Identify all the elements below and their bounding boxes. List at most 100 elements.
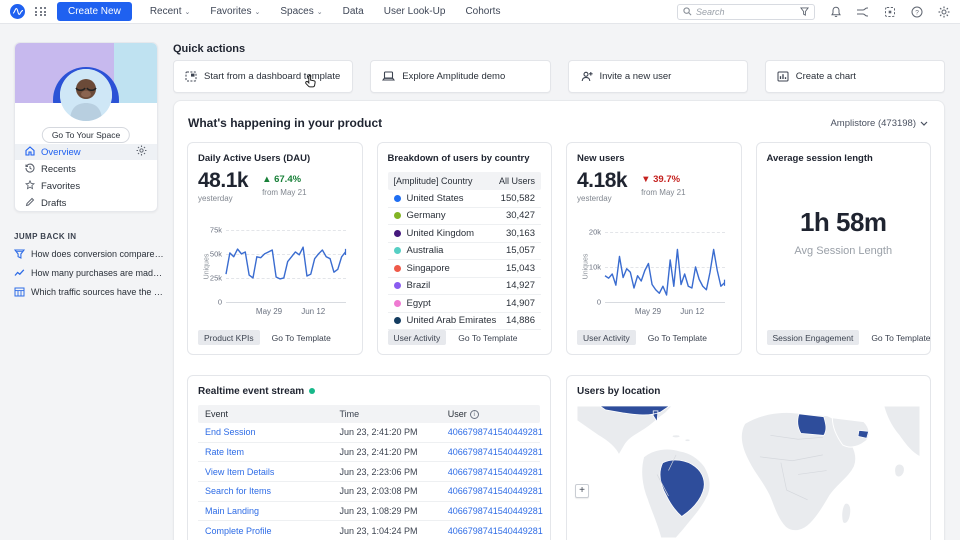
amplitude-logo-icon[interactable] xyxy=(10,4,25,19)
y-tick-label: 0 xyxy=(597,298,601,307)
whats-happening-panel: What's happening in your product Amplist… xyxy=(173,100,945,540)
jump-back-item[interactable]: Which traffic sources have the hi... xyxy=(14,287,164,297)
country-col-header: [Amplitude] Country xyxy=(394,176,473,186)
country-value: 14,927 xyxy=(506,280,535,291)
help-icon[interactable]: ? xyxy=(910,5,923,18)
dau-template-link[interactable]: Go To Template xyxy=(272,333,331,343)
x-tick-label: Jun 12 xyxy=(680,307,704,316)
new-users-template-link[interactable]: Go To Template xyxy=(648,333,707,343)
sidebar-item-favorites[interactable]: Favorites xyxy=(15,178,157,194)
country-template-link[interactable]: Go To Template xyxy=(458,333,517,343)
notifications-icon[interactable] xyxy=(829,5,842,18)
project-selector[interactable]: Amplistore (473198) xyxy=(830,118,928,129)
event-time: Jun 23, 2:41:20 PM xyxy=(339,427,447,437)
event-user-link[interactable]: 4066798741540449281 xyxy=(448,526,533,536)
nav-item-favorites[interactable]: Favorites⌄ xyxy=(210,6,260,17)
country-dot-icon xyxy=(394,317,401,324)
event-link[interactable]: End Session xyxy=(205,427,339,437)
dashboard-template-icon xyxy=(185,71,197,82)
event-link[interactable]: Search for Items xyxy=(205,486,339,496)
event-user-link[interactable]: 4066798741540449281 xyxy=(448,427,533,437)
event-link[interactable]: Complete Profile xyxy=(205,526,339,536)
event-user-link[interactable]: 4066798741540449281 xyxy=(448,447,533,457)
x-axis: May 29Jun 12 xyxy=(226,307,346,319)
avatar[interactable] xyxy=(60,69,112,121)
event-user-link[interactable]: 4066798741540449281 xyxy=(448,506,533,516)
event-link[interactable]: Main Landing xyxy=(205,506,339,516)
nav-item-user-look-up[interactable]: User Look-Up xyxy=(384,6,446,17)
country-row[interactable]: United States150,582 xyxy=(388,190,542,208)
session-badge[interactable]: Session Engagement xyxy=(767,330,860,345)
country-row[interactable]: Germany30,427 xyxy=(388,208,542,226)
info-icon[interactable]: i xyxy=(470,410,479,419)
quick-action-explore-amplitude-demo[interactable]: Explore Amplitude demo xyxy=(370,60,550,93)
apps-grid-icon[interactable] xyxy=(35,7,47,16)
jump-back-item[interactable]: How does conversion compare b... xyxy=(14,249,164,259)
quick-action-label: Create a chart xyxy=(796,71,856,82)
event-link[interactable]: Rate Item xyxy=(205,447,339,457)
quick-action-create-a-chart[interactable]: Create a chart xyxy=(765,60,945,93)
session-template-link[interactable]: Go To Template xyxy=(871,333,930,343)
country-row[interactable]: Egypt14,907 xyxy=(388,295,542,313)
event-time: Jun 23, 1:08:29 PM xyxy=(339,506,447,516)
country-row[interactable]: United Kingdom30,163 xyxy=(388,225,542,243)
new-users-card: New users 4.18k yesterday ▼ 39.7% from M… xyxy=(566,142,742,355)
topbar-nav: Recent⌄ Favorites⌄ Spaces⌄ Data User Look-Up… xyxy=(150,6,501,17)
country-row[interactable]: United Arab Emirates14,886 xyxy=(388,313,542,331)
quick-action-invite-a-new-user[interactable]: Invite a new user xyxy=(568,60,748,93)
country-card-title: Breakdown of users by country xyxy=(388,153,542,164)
stats-row: Daily Active Users (DAU) 48.1k yesterday… xyxy=(174,142,944,355)
event-time: Jun 23, 2:41:20 PM xyxy=(339,447,447,457)
map-zoom-in-button[interactable]: + xyxy=(575,484,589,498)
star-icon xyxy=(25,180,35,192)
event-link[interactable]: View Item Details xyxy=(205,467,339,477)
quick-action-start-from-a-dashboard-template[interactable]: Start from a dashboard template xyxy=(173,60,353,93)
svg-text:?: ? xyxy=(915,9,919,16)
country-dot-icon xyxy=(394,247,401,254)
country-value: 15,057 xyxy=(506,245,535,256)
world-map[interactable] xyxy=(577,406,920,540)
jump-back-item[interactable]: How many purchases are made ... xyxy=(14,268,164,278)
nav-item-label: Recent xyxy=(150,6,182,17)
global-search[interactable] xyxy=(677,4,815,20)
chevron-down-icon xyxy=(920,121,928,126)
filter-funnel-icon[interactable] xyxy=(800,7,809,16)
gear-icon[interactable] xyxy=(136,145,147,159)
user-col-header: Useri xyxy=(448,409,533,419)
country-badge[interactable]: User Activity xyxy=(388,330,447,345)
frame-icon[interactable] xyxy=(883,5,896,18)
live-indicator-icon xyxy=(309,388,315,394)
bottom-row: Realtime event stream Event Time Useri E… xyxy=(174,375,944,540)
country-dot-icon xyxy=(394,300,401,307)
time-col-header: Time xyxy=(339,409,447,419)
create-new-button[interactable]: Create New xyxy=(57,2,132,21)
sidebar-item-drafts[interactable]: Drafts xyxy=(15,195,157,211)
country-name: Germany xyxy=(407,210,446,221)
new-users-badge[interactable]: User Activity xyxy=(577,330,636,345)
go-to-your-space-button[interactable]: Go To Your Space xyxy=(42,127,130,143)
nav-item-recent[interactable]: Recent⌄ xyxy=(150,6,191,17)
dau-badge[interactable]: Product KPIs xyxy=(198,330,260,345)
events-card-title: Realtime event stream xyxy=(198,386,540,397)
sidebar-item-recents[interactable]: Recents xyxy=(15,161,157,177)
search-input[interactable] xyxy=(696,7,796,17)
settings-icon[interactable] xyxy=(937,5,950,18)
country-row[interactable]: Brazil14,927 xyxy=(388,278,542,296)
event-row: View Item DetailsJun 23, 2:23:06 PM40667… xyxy=(198,462,540,482)
map-card-title: Users by location xyxy=(577,386,920,397)
event-col-header: Event xyxy=(205,409,339,419)
sidebar-menu: OverviewRecentsFavoritesDrafts xyxy=(15,143,157,212)
sidebar-item-overview[interactable]: Overview xyxy=(15,144,157,160)
recents-icon xyxy=(25,163,35,175)
dau-value-caption: yesterday xyxy=(198,194,248,203)
nav-item-data[interactable]: Data xyxy=(343,6,364,17)
session-value: 1h 58m xyxy=(757,207,931,238)
nav-item-spaces[interactable]: Spaces⌄ xyxy=(280,6,322,17)
event-user-link[interactable]: 4066798741540449281 xyxy=(448,467,533,477)
event-user-link[interactable]: 4066798741540449281 xyxy=(448,486,533,496)
event-time: Jun 23, 2:23:06 PM xyxy=(339,467,447,477)
pathfinder-icon[interactable] xyxy=(856,5,869,18)
country-row[interactable]: Australia15,057 xyxy=(388,243,542,261)
nav-item-cohorts[interactable]: Cohorts xyxy=(465,6,500,17)
country-row[interactable]: Singapore15,043 xyxy=(388,260,542,278)
